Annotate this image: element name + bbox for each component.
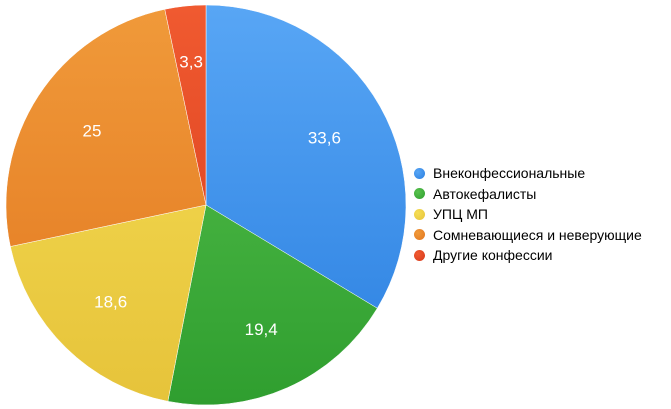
pie-slice-label: 18,6 xyxy=(94,293,127,312)
legend-swatch xyxy=(414,229,425,241)
pie-slice-label: 3,3 xyxy=(179,52,203,71)
legend: Внеконфессиональные Автокефалисты УПЦ МП… xyxy=(414,163,642,266)
pie-slice xyxy=(167,204,378,406)
legend-item: Автокефалисты xyxy=(414,184,642,205)
legend-swatch xyxy=(414,208,425,220)
pie-slice-label: 33,6 xyxy=(308,129,341,148)
pie-slice xyxy=(164,4,207,206)
legend-label: Другие конфессии xyxy=(433,247,553,264)
pie-slice-label: 25 xyxy=(83,121,102,140)
legend-label: Автокефалисты xyxy=(433,185,537,202)
legend-swatch xyxy=(414,188,425,200)
legend-item: Внеконфессиональные xyxy=(414,163,642,184)
pie-slice xyxy=(5,8,207,247)
pie-slice-label: 19,4 xyxy=(245,320,278,339)
legend-label: Сомневающиеся и неверующие xyxy=(433,226,642,243)
pie-labels: 33,6 19,4 18,6 25 3,3 xyxy=(83,52,341,339)
legend-label: УПЦ МП xyxy=(433,206,488,223)
legend-label: Внеконфессиональные xyxy=(433,165,586,182)
pie-slice xyxy=(205,4,407,309)
legend-item: УПЦ МП xyxy=(414,204,642,225)
legend-swatch xyxy=(414,167,425,179)
pie-slice xyxy=(10,204,207,402)
pie-slices xyxy=(5,4,407,406)
legend-swatch xyxy=(414,249,425,261)
legend-item: Сомневающиеся и неверующие xyxy=(414,225,642,246)
legend-item: Другие конфессии xyxy=(414,245,642,266)
